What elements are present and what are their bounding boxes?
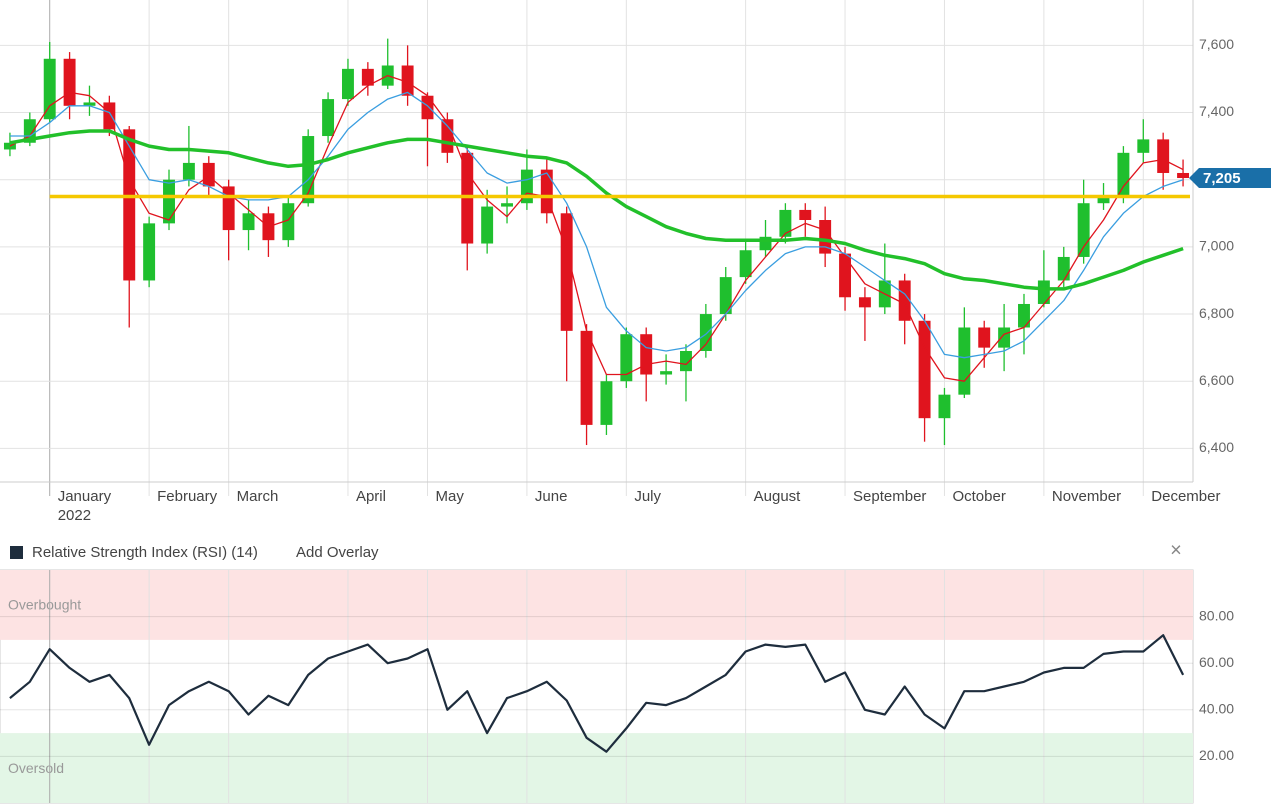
candle-body [839, 253, 852, 298]
x-tick-label: May [435, 488, 464, 505]
y-tick-label: 20.00 [1199, 747, 1234, 763]
candle-body [520, 169, 533, 204]
candle-body [779, 209, 792, 237]
y-tick-label: 7,000 [1199, 238, 1234, 254]
candle-body [322, 99, 335, 137]
candle-body [242, 213, 255, 231]
x-tick-label: December [1151, 488, 1220, 505]
candle-body [640, 334, 653, 375]
candle-body [23, 119, 36, 143]
x-tick-label: August [754, 488, 802, 505]
x-tick-label: June [535, 488, 568, 505]
candle-body [83, 102, 96, 106]
candle-body [481, 206, 494, 244]
last-price-tag [1189, 168, 1271, 189]
moving-average [9, 129, 1184, 291]
candle-body [978, 327, 991, 348]
candle-body [580, 330, 593, 425]
x-tick-label: January [58, 488, 112, 505]
x-tick-label: July [634, 488, 661, 505]
x-tick-label: September [853, 488, 926, 505]
candle-body [560, 213, 573, 331]
rsi-line [9, 634, 1185, 753]
x-tick-label: March [237, 488, 279, 505]
candle-body [660, 371, 673, 375]
rsi-title: Relative Strength Index (RSI) (14) [32, 544, 258, 561]
candle-body [938, 394, 951, 419]
candle-body [182, 162, 195, 180]
y-tick-label: 60.00 [1199, 654, 1234, 670]
candle-body [401, 65, 414, 96]
candle-body [441, 119, 454, 153]
candle-body [1177, 172, 1190, 179]
last-price-label: 7,205 [1203, 170, 1241, 187]
candle-body [341, 68, 354, 100]
candle-body [361, 68, 374, 86]
rsi-header [0, 536, 1193, 568]
close-button[interactable]: × [1170, 539, 1182, 561]
y-tick-label: 6,800 [1199, 305, 1234, 321]
candle-body [600, 381, 613, 425]
candle-body [1057, 256, 1070, 281]
candle-body [1137, 139, 1150, 153]
y-tick-label: 40.00 [1199, 701, 1234, 717]
y-tick-label: 7,600 [1199, 36, 1234, 52]
candle-body [143, 223, 156, 281]
candle-body [282, 203, 295, 241]
candle-body [202, 162, 215, 187]
add-overlay-button[interactable]: Add Overlay [296, 544, 379, 561]
candle-body [1018, 303, 1030, 328]
y-tick-label: 6,400 [1199, 439, 1234, 455]
candle-body [103, 102, 116, 130]
moving-average [9, 91, 1184, 359]
band-label: Overbought [8, 597, 81, 613]
candle-body [163, 179, 175, 224]
rsi-legend-swatch [10, 546, 23, 559]
candle-body [1097, 196, 1110, 204]
candle-body [858, 297, 871, 308]
candle-body [302, 136, 315, 204]
candle-body [620, 334, 633, 382]
candle-body [421, 95, 434, 120]
y-tick-label: 6,600 [1199, 372, 1234, 388]
x-tick-label: October [952, 488, 1005, 505]
year-label: 2022 [58, 507, 91, 524]
candle-body [918, 320, 931, 419]
x-tick-label: February [157, 488, 218, 505]
candle-body [222, 186, 235, 231]
candle-body [501, 203, 513, 207]
candle-body [63, 58, 76, 106]
candle-body [43, 58, 56, 120]
candle-body [680, 351, 692, 372]
candle-body [819, 220, 832, 254]
band-label: Oversold [8, 760, 64, 776]
x-tick-label: April [356, 488, 386, 505]
x-tick-label: November [1052, 488, 1121, 505]
candle-body [1157, 139, 1170, 173]
candle-body [1037, 280, 1050, 304]
candle-body [540, 169, 553, 214]
candle-body [1077, 203, 1090, 257]
candle-body [1117, 152, 1130, 197]
candle-body [719, 277, 732, 315]
candle-body [739, 250, 752, 278]
y-tick-label: 7,400 [1199, 103, 1234, 119]
y-tick-label: 80.00 [1199, 607, 1234, 623]
candle-body [759, 236, 772, 251]
rsi-band [0, 570, 1193, 640]
candle-body [799, 209, 812, 221]
candle-body [998, 327, 1011, 348]
candle-body [699, 314, 712, 352]
candle-body [123, 129, 136, 281]
candle-body [958, 327, 971, 395]
candle-body [898, 280, 911, 321]
